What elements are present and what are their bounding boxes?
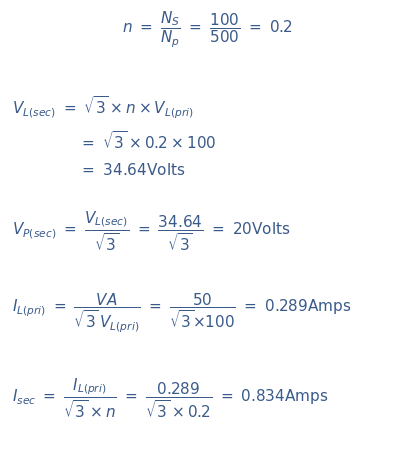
Text: $= \ 34.64\mathrm{Volts}$: $= \ 34.64\mathrm{Volts}$: [78, 163, 185, 178]
Text: $n \ = \ \dfrac{N_S}{N_p} \ = \ \dfrac{100}{500} \ = \ 0.2$: $n \ = \ \dfrac{N_S}{N_p} \ = \ \dfrac{1…: [121, 10, 292, 50]
Text: $V_{P(sec)} \ = \ \dfrac{V_{L(sec)}}{\sqrt{3}} \ = \ \dfrac{34.64}{\sqrt{3}} \ =: $V_{P(sec)} \ = \ \dfrac{V_{L(sec)}}{\sq…: [12, 209, 290, 253]
Text: $I_{L(pri)} \ = \ \dfrac{VA}{\sqrt{3}\,V_{L(pri)}} \ = \ \dfrac{50}{\sqrt{3}{\ti: $I_{L(pri)} \ = \ \dfrac{VA}{\sqrt{3}\,V…: [12, 292, 351, 335]
Text: $= \ \sqrt{3} \times 0.2 \times 100$: $= \ \sqrt{3} \times 0.2 \times 100$: [78, 130, 216, 152]
Text: $V_{L(sec)} \ = \ \sqrt{3} \times n \times V_{L(pri)}$: $V_{L(sec)} \ = \ \sqrt{3} \times n \tim…: [12, 94, 194, 121]
Text: $I_{sec} \ = \ \dfrac{I_{L(pri)}}{\sqrt{3} \times n} \ = \ \dfrac{0.289}{\sqrt{3: $I_{sec} \ = \ \dfrac{I_{L(pri)}}{\sqrt{…: [12, 376, 328, 420]
